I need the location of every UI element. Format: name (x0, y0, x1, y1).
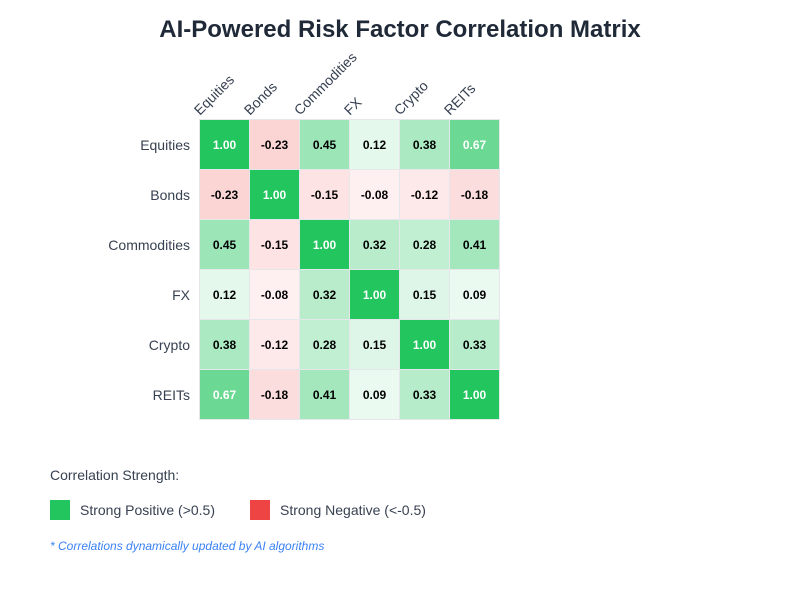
heatmap-cell: 0.41 (299, 369, 350, 420)
heatmap-cell: -0.12 (249, 319, 300, 370)
heatmap-cell: 0.33 (449, 319, 500, 370)
heatmap-cell: 0.38 (399, 119, 450, 170)
footnote: * Correlations dynamically updated by AI… (50, 539, 325, 553)
legend-item-positive: Strong Positive (>0.5) (50, 500, 215, 520)
heatmap-cell: -0.15 (299, 169, 350, 220)
correlation-heatmap: Equities Bonds Commodities FX Crypto REITs Equ… (108, 49, 500, 420)
heatmap-cell: 0.09 (349, 369, 400, 420)
heatmap-cell: 0.28 (299, 319, 350, 370)
heatmap-cell: -0.18 (449, 169, 500, 220)
row-label: Equities (140, 137, 190, 153)
column-label: Bonds (240, 78, 281, 118)
row-label: Commodities (108, 237, 190, 253)
heatmap-cell: -0.18 (249, 369, 300, 420)
row-label: FX (172, 287, 190, 303)
legend-item-negative: Strong Negative (<-0.5) (250, 500, 426, 520)
column-label: Equities (190, 71, 238, 118)
heatmap-cell: -0.08 (349, 169, 400, 220)
row-label: Crypto (148, 337, 190, 353)
heatmap-cell: 0.12 (199, 269, 250, 320)
heatmap-cell: 0.41 (449, 219, 500, 270)
legend-title: Correlation Strength: (50, 467, 180, 483)
heatmap-cell: -0.23 (249, 119, 300, 170)
heatmap-cell: 1.00 (449, 369, 500, 420)
heatmap-cell: 1.00 (399, 319, 450, 370)
heatmap-cell: -0.12 (399, 169, 450, 220)
heatmap-cell: 1.00 (249, 169, 300, 220)
column-label: FX (340, 94, 365, 118)
row-label: REITs (152, 387, 190, 403)
heatmap-cell: -0.15 (249, 219, 300, 270)
legend-label-positive: Strong Positive (>0.5) (80, 502, 216, 518)
chart-title: AI-Powered Risk Factor Correlation Matri… (159, 16, 641, 43)
legend-swatch-positive (50, 500, 70, 520)
heatmap-cell: 0.15 (349, 319, 400, 370)
heatmap-cell: 0.15 (399, 269, 450, 320)
heatmap-cell: 1.00 (299, 219, 350, 270)
heatmap-cell: 0.45 (299, 119, 350, 170)
heatmap-cell: 0.28 (399, 219, 450, 270)
heatmap-cell: 0.09 (449, 269, 500, 320)
heatmap-cell: -0.23 (199, 169, 250, 220)
heatmap-cell: 0.12 (349, 119, 400, 170)
heatmap-cell: 0.32 (299, 269, 350, 320)
heatmap-cell: -0.08 (249, 269, 300, 320)
legend-label-negative: Strong Negative (<-0.5) (280, 502, 426, 518)
heatmap-cell: 0.67 (199, 369, 250, 420)
heatmap-cell: 0.45 (199, 219, 250, 270)
heatmap-cell: 0.33 (399, 369, 450, 420)
legend-swatch-negative (250, 500, 270, 520)
column-label: REITs (440, 80, 479, 118)
heatmap-cell: 0.38 (199, 319, 250, 370)
heatmap-cell: 0.67 (449, 119, 500, 170)
heatmap-cell: 1.00 (349, 269, 400, 320)
heatmap-cell: 0.32 (349, 219, 400, 270)
column-label: Crypto (390, 77, 432, 118)
row-label: Bonds (150, 187, 190, 203)
heatmap-cell: 1.00 (199, 119, 250, 170)
